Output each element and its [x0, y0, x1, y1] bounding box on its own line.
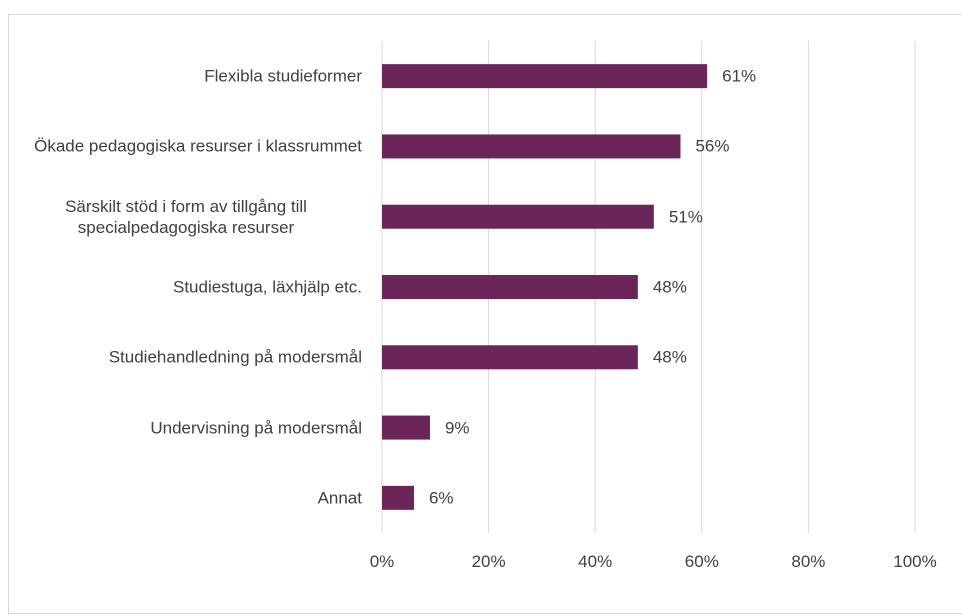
data-label: 9%: [444, 418, 470, 438]
y-tick-label: Ökade pedagogiska resurser i klassrummet: [34, 136, 362, 156]
y-tick-label: Flexibla studieformer: [204, 66, 362, 86]
bar: [382, 64, 708, 89]
bar: [382, 345, 638, 370]
y-tick-label: Undervisning på modersmål: [150, 418, 362, 438]
data-label: 48%: [652, 277, 687, 297]
x-tick-label: 60%: [684, 552, 719, 571]
y-tick-label: Särskilt stöd i form av tillgång till sp…: [65, 196, 307, 237]
page: (() => { const data = JSON.parse(documen…: [8, 14, 962, 614]
y-tick-label: Studiestuga, läxhjälp etc.: [172, 277, 362, 297]
bar: [382, 134, 681, 159]
x-tick-label: 80%: [791, 552, 826, 571]
y-tick-label: Annat: [317, 488, 362, 508]
bar: [382, 485, 414, 510]
data-label: 51%: [668, 207, 703, 227]
data-label: 6%: [428, 488, 454, 508]
data-label: 56%: [695, 136, 730, 156]
bar: [382, 275, 638, 299]
bar: [382, 204, 654, 229]
y-tick-label: Studiehandledning på modersmål: [108, 347, 362, 367]
bar: [382, 415, 430, 440]
chart: [381, 41, 916, 533]
x-tick-label: 100%: [893, 552, 937, 571]
x-tick-label: 40%: [578, 552, 613, 571]
data-label: 61%: [722, 66, 757, 86]
x-tick-label: 20%: [471, 552, 506, 571]
x-tick-label: 0%: [369, 552, 395, 571]
data-label: 48%: [652, 347, 687, 367]
